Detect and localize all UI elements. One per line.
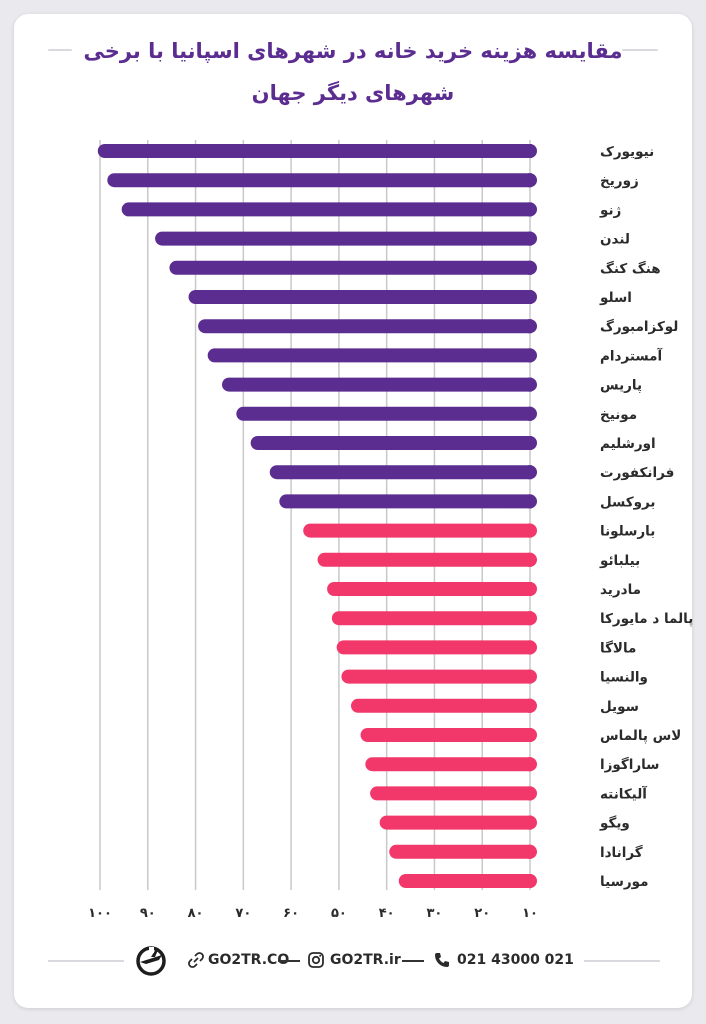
category-label-21: ساراگوزا: [600, 756, 659, 773]
category-label-11: فرانکفورت: [600, 465, 674, 481]
bar-end-20: [528, 728, 532, 742]
footer: GO2TR.CO GO2TR.ir 021 43000 021: [0, 940, 706, 980]
x-tick-label-80: ۸۰: [188, 906, 204, 921]
bar-end-14: [528, 552, 532, 567]
bar-chart: ۱۰۰ ۹۰ ۸۰ ۷۰ ۶۰ ۵۰ ۴۰ ۳۰ ۲۰ ۱۰ نیویورک زوریخ ژنو لندن…: [88, 140, 693, 921]
category-label-22: آلیکانته: [600, 785, 647, 802]
title-decoration-right: [622, 49, 658, 51]
category-label-14: بیلبائو: [599, 553, 640, 569]
category-label-19: سویل: [600, 699, 639, 715]
bar-end-11: [528, 465, 532, 480]
bar-end-18: [528, 669, 532, 684]
footer-separator-2: [402, 960, 424, 962]
bar-end-6: [528, 319, 532, 334]
bar-end-9: [528, 406, 532, 421]
category-label-8: پاریس: [600, 378, 642, 394]
instagram-icon: [308, 952, 324, 968]
bar-end-19: [528, 698, 532, 713]
link-icon: [188, 952, 204, 968]
footer-divider-left: [48, 960, 124, 962]
category-label-9: مونیخ: [600, 407, 637, 423]
category-label-3: لندن: [600, 232, 630, 248]
footer-instagram[interactable]: GO2TR.ir: [330, 952, 401, 968]
chart-title: مقایسه هزینه خرید خانه در شهرهای اسپانیا…: [0, 30, 706, 114]
chart-title-line-1: مقایسه هزینه خرید خانه در شهرهای اسپانیا…: [83, 39, 623, 63]
bar-end-2: [528, 202, 532, 217]
bar-end-4: [528, 260, 532, 275]
bar-end-10: [528, 436, 532, 450]
category-label-2: ژنو: [599, 202, 621, 218]
category-label-25: مورسیا: [600, 874, 648, 890]
category-label-15: مادرید: [600, 582, 641, 598]
bar-end-13: [528, 523, 532, 538]
category-label-13: بارسلونا: [600, 524, 655, 540]
category-label-16: پالما د مایورکا: [600, 611, 693, 627]
category-label-24: گرانادا: [600, 844, 643, 861]
x-tick-label-20: ۲۰: [474, 906, 490, 921]
bar-end-17: [528, 640, 532, 655]
category-label-4: هنگ کنگ: [600, 260, 661, 277]
x-tick-label-30: ۳۰: [427, 906, 443, 921]
x-tick-label-10: ۱۰: [522, 906, 538, 921]
phone-icon: [435, 953, 449, 967]
bar-end-3: [528, 231, 532, 246]
category-label-23: ویگو: [599, 815, 630, 832]
footer-phone[interactable]: 021 43000 021: [457, 952, 574, 968]
category-label-7: آمستردام: [600, 347, 662, 364]
category-label-1: زوریخ: [600, 173, 639, 189]
x-tick-label-60: ۶۰: [283, 906, 299, 921]
footer-divider-right: [584, 960, 660, 962]
category-label-0: نیویورک: [600, 144, 654, 160]
x-tick-label-40: ۴۰: [379, 906, 395, 921]
footer-separator-1: [278, 960, 300, 962]
bar-end-25: [528, 874, 532, 888]
bar-end-7: [528, 348, 532, 363]
title-decoration-left: [48, 49, 72, 51]
bar-end-1: [528, 173, 532, 188]
x-tick-label-50: ۵۰: [331, 906, 347, 921]
x-tick-label-100: ۱۰۰: [88, 906, 112, 921]
bar-end-5: [528, 290, 532, 304]
bar-end-8: [528, 377, 532, 392]
bar-end-15: [528, 582, 532, 596]
bar-end-21: [528, 757, 532, 772]
x-tick-label-90: ۹۰: [140, 906, 156, 921]
bar-end-23: [528, 815, 532, 830]
category-label-6: لوکزامبورگ: [600, 319, 678, 335]
go2tr-logo-icon: [136, 946, 166, 976]
category-label-5: اسلو: [599, 290, 632, 306]
bar-end-24: [528, 844, 532, 859]
footer-website[interactable]: GO2TR.CO: [208, 952, 290, 968]
category-label-12: بروکسل: [600, 494, 656, 510]
category-label-18: والنسیا: [600, 670, 648, 686]
bar-end-12: [528, 494, 532, 509]
bar-end-16: [528, 611, 532, 626]
bar-end-0: [528, 144, 532, 158]
category-label-10: اورشلیم: [600, 436, 656, 452]
category-label-17: مالاگا: [600, 639, 636, 656]
x-tick-label-70: ۷۰: [235, 906, 251, 921]
chart-title-line-2: شهرهای دیگر جهان: [251, 81, 455, 105]
bar-end-22: [528, 786, 532, 801]
category-label-20: لاس پالماس: [600, 728, 681, 744]
